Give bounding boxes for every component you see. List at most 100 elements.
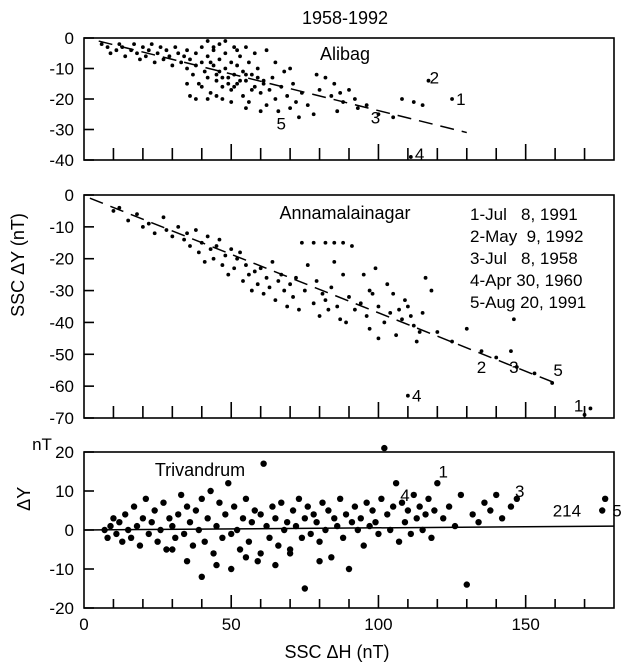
data-point	[235, 256, 240, 261]
fit-line	[83, 525, 615, 531]
data-point	[198, 573, 205, 580]
data-point	[264, 103, 269, 107]
data-point	[376, 112, 381, 117]
data-point	[288, 282, 293, 287]
data-point	[193, 63, 198, 68]
data-point	[244, 78, 248, 83]
data-point	[146, 48, 151, 53]
data-point	[311, 301, 316, 306]
figure-title: 1958-1992	[302, 8, 388, 28]
data-point	[257, 550, 264, 557]
x-tick-label: 150	[511, 615, 539, 634]
data-point	[358, 301, 363, 306]
data-point	[273, 60, 278, 65]
data-point	[295, 495, 303, 502]
x-tick-label: 50	[222, 615, 241, 634]
data-point	[208, 60, 213, 65]
data-point	[328, 554, 335, 561]
data-point	[329, 94, 334, 98]
data-point	[244, 72, 248, 77]
data-point	[334, 522, 341, 530]
data-point	[217, 57, 222, 62]
data-point	[177, 491, 185, 499]
data-point	[226, 81, 231, 86]
panel-1: 0 -10 -20 -30 -40 Alibag 12 3 4 5	[49, 29, 615, 170]
data-point	[205, 54, 210, 59]
data-point	[136, 542, 144, 549]
data-point	[225, 480, 232, 487]
data-point	[214, 94, 219, 98]
data-point	[288, 106, 293, 111]
data-point	[301, 515, 309, 522]
data-point	[228, 565, 235, 573]
data-point	[342, 511, 350, 518]
data-point	[423, 275, 428, 280]
data-point	[378, 495, 385, 502]
data-point	[214, 244, 219, 248]
data-point	[201, 538, 208, 545]
data-point	[291, 295, 295, 299]
data-point	[124, 526, 132, 534]
event-label: 214	[553, 502, 581, 521]
data-point	[339, 534, 347, 541]
data-point	[270, 260, 275, 264]
data-point	[257, 511, 264, 518]
data-point	[550, 381, 555, 385]
panel-title: Trivandrum	[155, 460, 245, 480]
data-point	[419, 526, 426, 534]
data-point	[420, 103, 425, 107]
data-point	[188, 57, 192, 62]
data-point	[376, 336, 381, 341]
data-point	[440, 515, 447, 522]
data-point	[202, 69, 207, 74]
data-point	[313, 519, 320, 526]
data-point	[258, 109, 263, 114]
data-point	[286, 546, 294, 553]
data-point	[122, 511, 129, 518]
data-point	[220, 263, 225, 267]
data-point	[146, 221, 151, 226]
data-point	[99, 42, 104, 46]
data-point	[198, 495, 205, 502]
data-point	[126, 218, 131, 223]
data-point	[249, 72, 254, 77]
unit-label: nT	[32, 435, 52, 454]
data-point	[391, 291, 396, 296]
y-axis-title: SSC ΔY (nT)	[8, 213, 28, 317]
data-point	[199, 45, 204, 50]
data-point	[213, 561, 220, 569]
data-point	[294, 275, 298, 280]
data-point	[511, 317, 516, 322]
data-point	[255, 75, 260, 80]
data-point	[214, 78, 219, 83]
data-point	[172, 534, 179, 541]
data-point	[272, 515, 279, 522]
data-point	[208, 247, 213, 252]
data-point	[248, 519, 256, 526]
data-point	[278, 499, 285, 506]
data-point	[142, 495, 150, 502]
data-point	[249, 87, 254, 92]
legend-entry: 3-Jul 8, 1958	[470, 249, 578, 268]
data-point	[464, 326, 469, 331]
data-point	[372, 519, 379, 526]
data-point	[244, 45, 248, 50]
data-point	[469, 511, 476, 518]
data-point	[193, 97, 198, 101]
data-point	[335, 304, 340, 309]
data-point	[185, 81, 189, 86]
data-point	[205, 39, 210, 43]
data-point	[193, 228, 198, 232]
data-point	[186, 519, 194, 526]
data-point	[114, 48, 119, 53]
data-point	[258, 91, 263, 95]
data-point	[223, 51, 228, 56]
panel-title: Annamalainagar	[279, 203, 410, 223]
data-point	[238, 78, 242, 83]
data-point	[105, 45, 110, 50]
data-point	[149, 42, 154, 46]
data-point	[241, 94, 245, 98]
data-point	[222, 511, 229, 518]
data-point	[395, 538, 403, 545]
data-point	[220, 97, 225, 101]
